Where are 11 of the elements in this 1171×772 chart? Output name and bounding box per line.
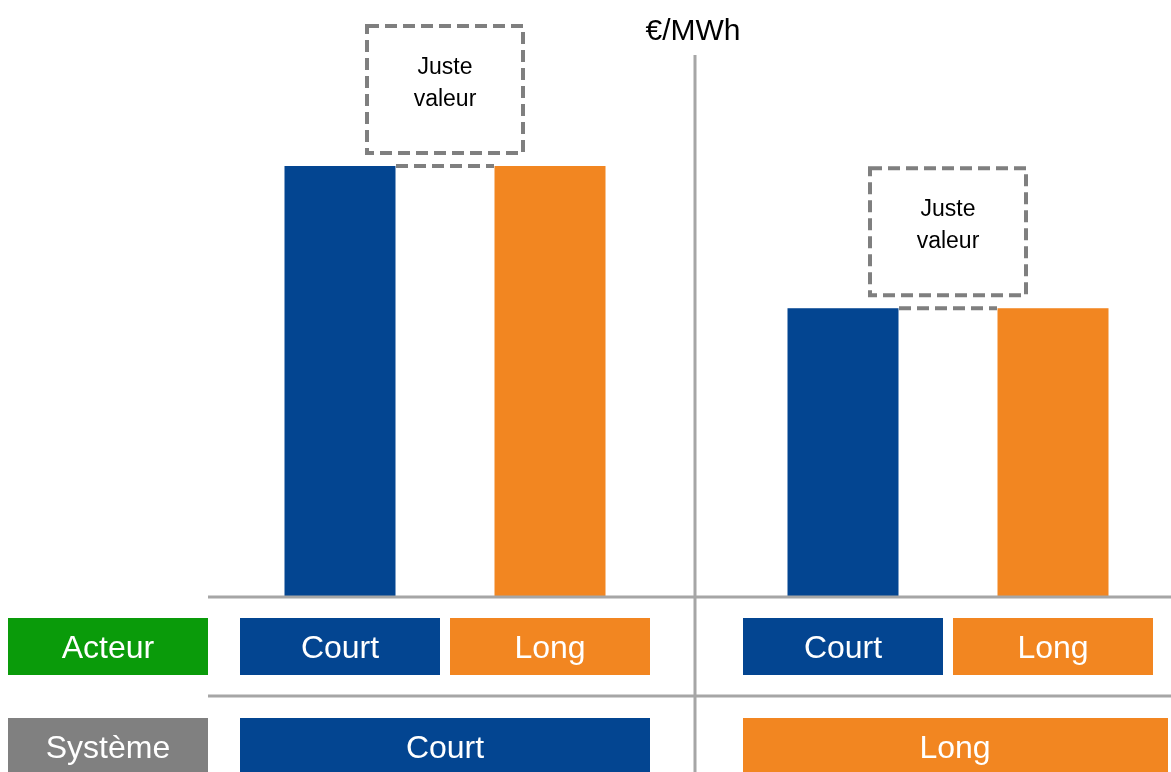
x-tick-label: Long	[514, 629, 586, 665]
text: Système	[45, 729, 171, 765]
annotation: Juste valeur	[916, 195, 980, 254]
y-axis-title: €/MWh	[645, 13, 741, 46]
text: Acteur	[61, 629, 155, 665]
x-tick-label: Court	[300, 629, 380, 665]
text: Juste valeur	[413, 53, 477, 111]
x-tick-label: Long	[1017, 629, 1089, 665]
text: Court	[405, 729, 485, 765]
text: Long	[919, 729, 991, 765]
x-tick-label: Court	[803, 629, 883, 665]
